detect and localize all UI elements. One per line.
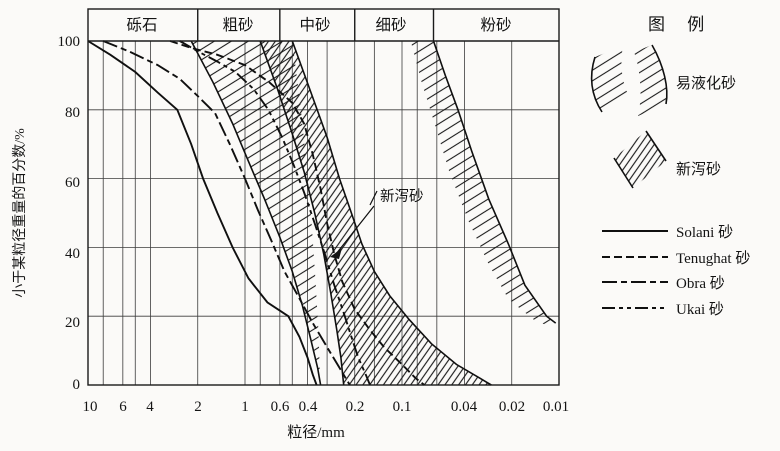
annotation-arrowhead (330, 248, 342, 259)
legend-label-solani: Solani 砂 (676, 224, 733, 241)
legend-swatch-liquefiable-b-edge (651, 44, 668, 105)
x-tick-0-6: 0.6 (271, 399, 290, 415)
band-boundary (190, 40, 322, 386)
y-tick-60: 60 (65, 175, 80, 191)
x-tick-2: 2 (194, 399, 202, 415)
x-tick-6: 6 (119, 399, 127, 415)
legend-label-liquefiable-sand: 易液化砂 (676, 75, 736, 92)
legend-swatch-niigata (614, 131, 666, 188)
x-tick-10: 10 (83, 399, 98, 415)
y-axis-title: 小于某粒径重量的百分数/% (12, 128, 28, 298)
x-tick-1: 1 (241, 399, 249, 415)
x-tick-0-2: 0.2 (346, 399, 365, 415)
annotation-slash (369, 190, 378, 206)
legend-swatch-liquefiable-b (634, 45, 667, 116)
band-label-gravel: 砾石 (126, 16, 157, 34)
band-label-coarse-sand: 粗砂 (222, 16, 253, 34)
plot-render-layer (87, 8, 668, 386)
x-tick-0-02: 0.02 (499, 399, 525, 415)
legend-swatch-niigata-edge (613, 157, 634, 189)
annotation-arrow-line (335, 205, 375, 255)
curve-Solani 砂 (87, 40, 318, 386)
band-boundary (259, 40, 345, 386)
x-tick-0-4: 0.4 (299, 399, 318, 415)
curve-Ukai 砂 (179, 40, 371, 386)
legend-swatch-liquefiable-a (591, 46, 630, 112)
band-boundary (432, 40, 557, 324)
legend-swatch-niigata-edge (645, 130, 667, 162)
legend-label-ukai: Ukai 砂 (676, 301, 724, 318)
y-tick-80: 80 (65, 105, 80, 121)
chart-frame (87, 8, 560, 386)
curve-Obra 砂 (102, 40, 351, 386)
band-label-fine-sand: 细砂 (375, 16, 406, 34)
legend-title: 图 例 (648, 15, 713, 34)
x-tick-0-04: 0.04 (451, 399, 478, 415)
y-tick-40: 40 (65, 246, 80, 262)
band-label-medium-sand: 中砂 (299, 16, 330, 34)
x-tick-0-01: 0.01 (543, 399, 569, 415)
curve-Tenughat 砂 (169, 40, 425, 386)
x-tick-4: 4 (146, 399, 154, 415)
x-axis-title: 粒径/mm (287, 424, 345, 441)
band-boundary (291, 40, 492, 386)
legend-label-niigata-sand: 新泻砂 (676, 161, 721, 178)
band-label-silt: 粉砂 (480, 16, 511, 34)
niigata-sand-annotation: 新泻砂 (380, 188, 424, 205)
legend-label-tenughat: Tenughat 砂 (676, 250, 750, 267)
band-易液化砂-left-boundary (191, 41, 321, 385)
y-tick-0: 0 (73, 377, 81, 393)
y-tick-20: 20 (65, 315, 80, 331)
legend-swatch-liquefiable-a-edge (590, 56, 603, 113)
x-tick-0-1: 0.1 (393, 399, 412, 415)
legend-label-obra: Obra 砂 (676, 275, 725, 292)
band-新泻砂 (260, 41, 492, 385)
y-tick-100: 100 (58, 34, 81, 50)
labels-layer: 砾石 粗砂 中砂 细砂 粉砂 100 80 60 40 20 0 小于某粒径重量… (12, 15, 750, 441)
